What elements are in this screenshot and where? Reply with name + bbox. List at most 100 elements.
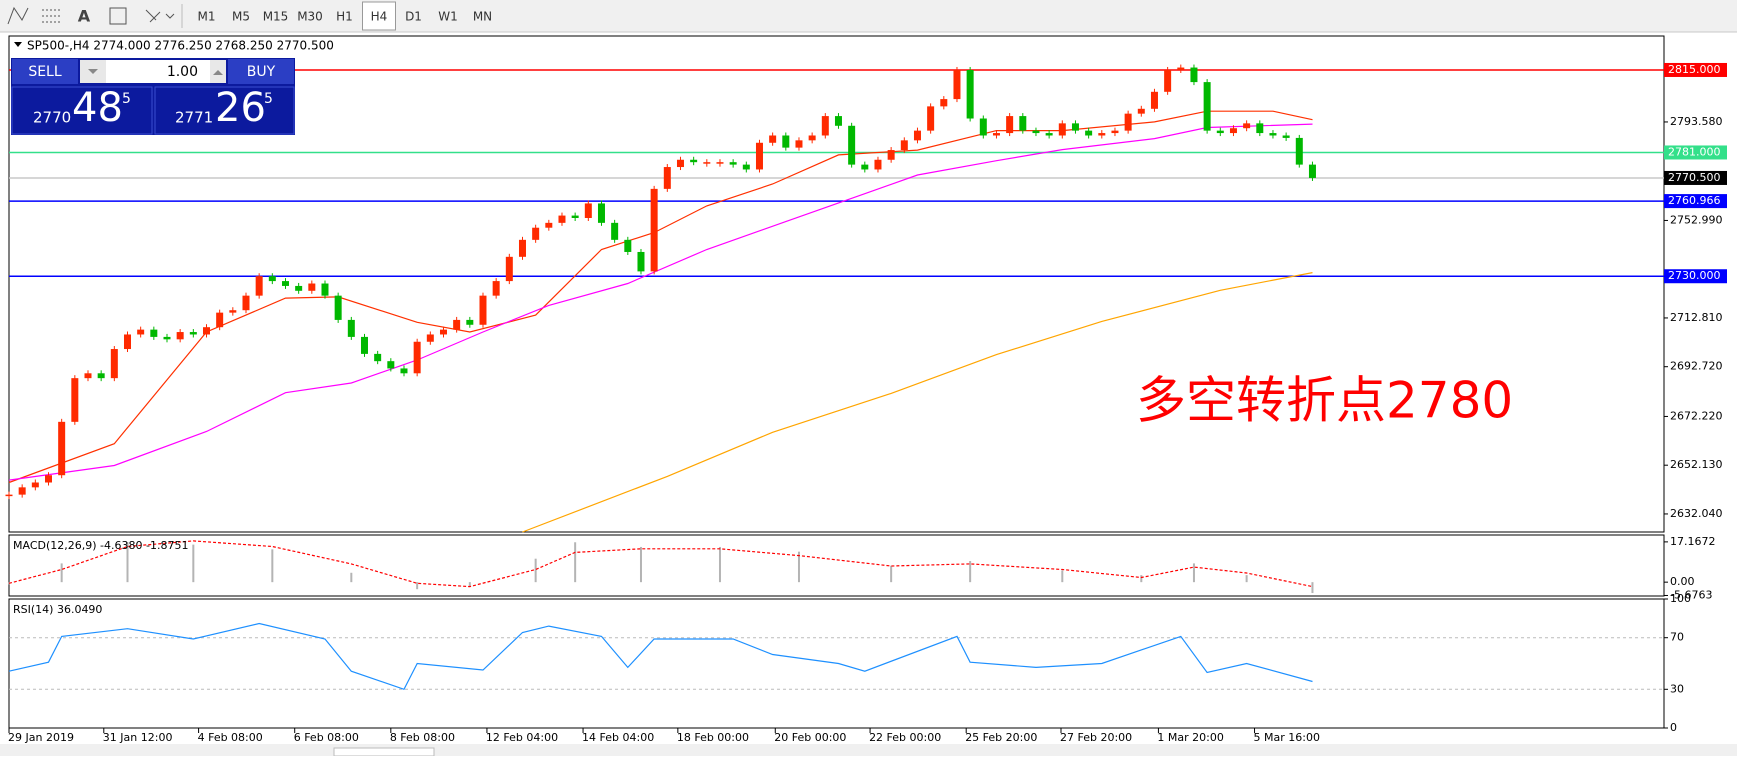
candle xyxy=(347,319,355,337)
level-label: 2781.000 xyxy=(1668,145,1721,158)
icon-arrows[interactable] xyxy=(145,9,175,23)
active-frame xyxy=(362,1,396,31)
x-tick-label: 5 Mar 16:00 xyxy=(1254,731,1320,744)
timeframes: M1 M5 M15 M30 H1 H4 D1 W1 MN xyxy=(198,1,492,31)
candle xyxy=(374,353,382,362)
candle xyxy=(387,361,395,369)
y-tick-label: 70 xyxy=(1670,631,1684,644)
candle xyxy=(690,159,698,163)
candle xyxy=(453,319,461,330)
collapse-arrow[interactable] xyxy=(14,42,22,47)
x-tick-label: 27 Feb 20:00 xyxy=(1060,731,1132,744)
plots: 29 Jan 2019 31 Jan 12:00 4 Feb 08:00 6 Feb … xyxy=(5,62,1727,744)
candle xyxy=(545,222,553,228)
icon-text[interactable]: A xyxy=(78,7,91,26)
buy-button[interactable] xyxy=(228,59,294,84)
level-label: 2770.500 xyxy=(1668,171,1721,184)
candle xyxy=(1269,133,1277,136)
candle xyxy=(821,116,829,136)
candle xyxy=(281,281,289,286)
rsi-title: RSI(14) 36.0490 xyxy=(13,603,102,616)
candle xyxy=(242,295,250,311)
x-tick-label: 1 Mar 20:00 xyxy=(1157,731,1223,744)
y-tick-label: 2692.720 xyxy=(1670,360,1723,373)
timeframe-button[interactable]: MN xyxy=(473,10,492,24)
buy-label[interactable]: BUY xyxy=(247,64,276,80)
timeframe-button[interactable]: D1 xyxy=(405,10,422,24)
moving-average xyxy=(8,123,1313,481)
x-tick-label: 29 Jan 2019 xyxy=(8,731,74,744)
timeframe-button[interactable]: H1 xyxy=(336,10,353,24)
candle xyxy=(940,99,948,107)
main-frame xyxy=(8,35,1665,533)
x-tick-label: 8 Feb 08:00 xyxy=(390,731,455,744)
candle xyxy=(1032,130,1040,134)
candle xyxy=(927,106,935,131)
candle xyxy=(229,310,237,313)
bid-main: 48 xyxy=(72,85,123,131)
timeframe-button[interactable]: W1 xyxy=(438,10,458,24)
timeframe-label[interactable]: W1 xyxy=(438,10,458,24)
y-tick-label: 0 xyxy=(1670,721,1677,734)
timeframe-label[interactable]: H4 xyxy=(371,10,388,24)
icon-label[interactable] xyxy=(109,7,127,25)
candle xyxy=(1137,108,1145,114)
timeframe-button[interactable]: M5 xyxy=(232,10,250,24)
volume-input[interactable] xyxy=(106,60,210,83)
down-arrow xyxy=(88,69,98,74)
timeframe-label[interactable]: M15 xyxy=(263,10,289,24)
level-box xyxy=(1664,145,1727,160)
candle xyxy=(202,327,210,335)
timeframe-label[interactable]: M1 xyxy=(198,10,216,24)
candle xyxy=(953,69,961,100)
candle xyxy=(848,125,856,165)
icon-lines[interactable] xyxy=(7,6,29,25)
timeframe-label[interactable]: H1 xyxy=(336,10,353,24)
timeframe-button[interactable]: H4 xyxy=(362,1,396,31)
candle xyxy=(992,133,1000,136)
volume[interactable]: 1.00 xyxy=(167,64,198,80)
timeframe-label[interactable]: D1 xyxy=(405,10,422,24)
candle xyxy=(426,334,434,342)
y-tick-label: 2632.040 xyxy=(1670,507,1723,520)
candle xyxy=(84,373,92,379)
candle xyxy=(1058,123,1066,136)
x-tick-label: 4 Feb 08:00 xyxy=(198,731,263,744)
timeframe-label[interactable]: M30 xyxy=(297,10,323,24)
timeframe-label[interactable]: MN xyxy=(473,10,492,24)
candle xyxy=(584,203,592,218)
timeframe-button[interactable]: M1 xyxy=(198,10,216,24)
candle xyxy=(729,162,737,165)
candle xyxy=(176,332,184,340)
signal-line xyxy=(8,540,1313,588)
candle xyxy=(1111,130,1119,134)
candle xyxy=(703,162,711,164)
timeframe-button[interactable]: M30 xyxy=(297,10,323,24)
candle xyxy=(1177,67,1185,70)
candle xyxy=(479,295,487,325)
ask-main: 26 xyxy=(215,85,266,131)
x-tick-label: 6 Feb 08:00 xyxy=(294,731,359,744)
bid-box[interactable] xyxy=(11,86,153,135)
candle xyxy=(163,336,171,340)
candle xyxy=(518,239,526,257)
candle xyxy=(861,164,869,170)
candle xyxy=(532,227,540,240)
candle xyxy=(150,329,158,337)
macd-frame xyxy=(8,534,1665,597)
timeframe-button[interactable]: M15 xyxy=(263,10,289,24)
candle xyxy=(558,215,566,223)
candle xyxy=(110,349,118,379)
sell-label[interactable]: SELL xyxy=(28,64,62,80)
candle xyxy=(716,162,724,164)
icon-grid[interactable] xyxy=(42,9,62,23)
tab[interactable] xyxy=(333,747,435,757)
bid-big: 2770 xyxy=(33,109,71,127)
x-tick-label: 25 Feb 20:00 xyxy=(965,731,1037,744)
candle xyxy=(663,167,671,189)
candle xyxy=(360,336,368,354)
ask-box[interactable] xyxy=(154,86,295,135)
sell-button[interactable] xyxy=(12,59,78,84)
timeframe-label[interactable]: M5 xyxy=(232,10,250,24)
candle xyxy=(466,319,474,325)
